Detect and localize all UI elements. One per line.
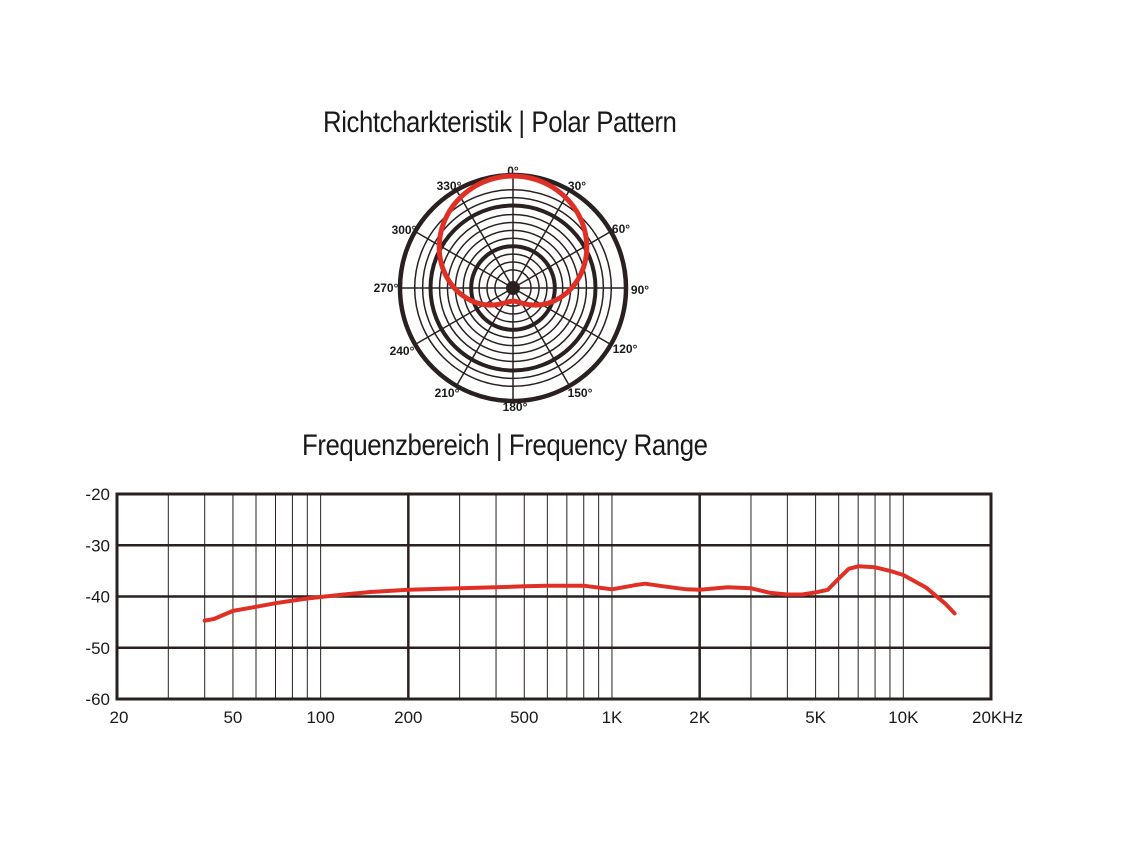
y-tick-label: -50	[85, 639, 110, 658]
x-tick-label: 500	[510, 708, 538, 727]
polar-angle-label: 270°	[374, 281, 399, 295]
polar-spoke	[512, 230, 612, 289]
polar-angle-label: 240°	[390, 344, 415, 358]
y-tick-label: -60	[85, 690, 110, 709]
polar-angle-label: 210°	[435, 386, 460, 400]
frequency-grid	[115, 492, 993, 701]
polar-angle-label: 330°	[437, 179, 462, 193]
frequency-response-curve	[202, 564, 957, 623]
polar-spoke	[414, 230, 514, 289]
x-tick-label: 50	[223, 708, 242, 727]
polar-spoke	[512, 287, 612, 346]
polar-angle-label: 0°	[507, 164, 519, 178]
x-tick-label: 20KHz	[972, 708, 1023, 727]
x-tick-label: 20	[110, 708, 129, 727]
x-tick-label: 5K	[805, 708, 826, 727]
polar-angle-label: 150°	[568, 386, 593, 400]
polar-center	[506, 281, 520, 295]
y-tick-label: -30	[85, 536, 110, 555]
polar-angle-label: 90°	[631, 283, 649, 297]
x-tick-label: 2K	[689, 708, 710, 727]
polar-spoke	[512, 189, 571, 289]
polar-pattern-title: Richtcharkteristik | Polar Pattern	[323, 106, 677, 139]
y-tick-label: -40	[85, 588, 110, 607]
x-tick-label: 100	[306, 708, 334, 727]
polar-angle-label: 30°	[568, 179, 586, 193]
polar-grid	[397, 172, 629, 404]
polar-angle-label: 120°	[613, 342, 638, 356]
plot-frame	[115, 492, 993, 701]
polar-spoke	[414, 287, 514, 346]
x-tick-label: 200	[394, 708, 422, 727]
frequency-range-title: Frequenzbereich | Frequency Range	[302, 429, 708, 462]
polar-angle-label: 60°	[612, 222, 630, 236]
polar-spoke	[455, 189, 514, 289]
polar-angle-label: 300°	[392, 223, 417, 237]
x-tick-label: 1K	[602, 708, 623, 727]
polar-angle-label: 180°	[503, 400, 528, 414]
y-tick-label: -20	[85, 485, 110, 504]
x-tick-label: 10K	[888, 708, 919, 727]
polar-response-curve	[436, 173, 590, 308]
